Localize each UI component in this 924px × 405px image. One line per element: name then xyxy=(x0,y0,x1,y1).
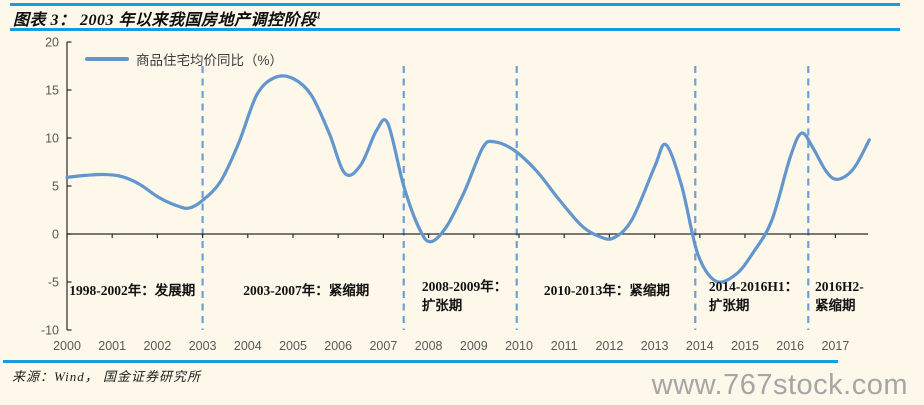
phase-annotation: 2010-2013年：紧缩期 xyxy=(543,283,670,298)
x-tick-label: 2000 xyxy=(53,339,81,353)
x-tick-label: 2010 xyxy=(505,339,533,353)
x-tick-label: 2017 xyxy=(821,339,849,353)
x-tick-label: 2013 xyxy=(641,339,669,353)
x-tick-label: 2007 xyxy=(369,339,397,353)
x-tick-label: 2005 xyxy=(279,339,307,353)
x-tick-label: 2008 xyxy=(415,339,443,353)
x-tick-label: 2003 xyxy=(189,339,217,353)
phase-annotation: 1998-2002年：发展期 xyxy=(69,283,196,298)
phase-annotation: 2016H2- 紧缩期 xyxy=(815,279,864,313)
legend: 商品住宅均价同比（%） xyxy=(85,49,283,69)
footer-rule xyxy=(3,360,838,363)
legend-line-swatch xyxy=(85,57,129,61)
y-tick-label: 20 xyxy=(45,36,59,50)
x-tick-label: 2012 xyxy=(595,339,623,353)
legend-label: 商品住宅均价同比（%） xyxy=(136,53,284,68)
y-tick-label: 0 xyxy=(52,228,59,242)
x-tick-label: 2002 xyxy=(143,339,171,353)
x-tick-label: 2004 xyxy=(234,339,262,353)
chart-title-text: 图表 3： 2003 年以来我国房地产调控阶段 xyxy=(13,12,317,29)
x-tick-label: 2006 xyxy=(324,339,352,353)
y-tick-label: 15 xyxy=(45,84,59,98)
y-tick-label: 10 xyxy=(45,132,59,146)
title-top-rule xyxy=(10,3,900,6)
x-tick-label: 2011 xyxy=(551,339,578,353)
x-tick-label: 2009 xyxy=(460,339,488,353)
chart-title-footnote-mark: 1 xyxy=(316,10,322,21)
x-tick-label: 2016 xyxy=(776,339,804,353)
watermark-text: www.767stock.com xyxy=(651,369,908,401)
phase-annotation: 2003-2007年：紧缩期 xyxy=(243,283,370,298)
x-tick-label: 2015 xyxy=(731,339,759,353)
price-yoy-line xyxy=(65,74,871,284)
y-tick-label: -10 xyxy=(41,324,59,338)
y-tick-label: -5 xyxy=(48,276,59,290)
chart-title: 图表 3： 2003 年以来我国房地产调控阶段1 xyxy=(13,6,322,30)
title-bottom-rule xyxy=(10,28,900,31)
x-tick-label: 2014 xyxy=(686,339,714,353)
source-note: 来源：Wind， 国金证券研究所 xyxy=(12,369,201,384)
phase-annotation: 2008-2009年： 扩张期 xyxy=(421,279,508,313)
phase-annotation: 2014-2016H1： 扩张期 xyxy=(708,279,799,313)
y-tick-label: 5 xyxy=(52,180,59,194)
x-tick-label: 2001 xyxy=(98,339,126,353)
